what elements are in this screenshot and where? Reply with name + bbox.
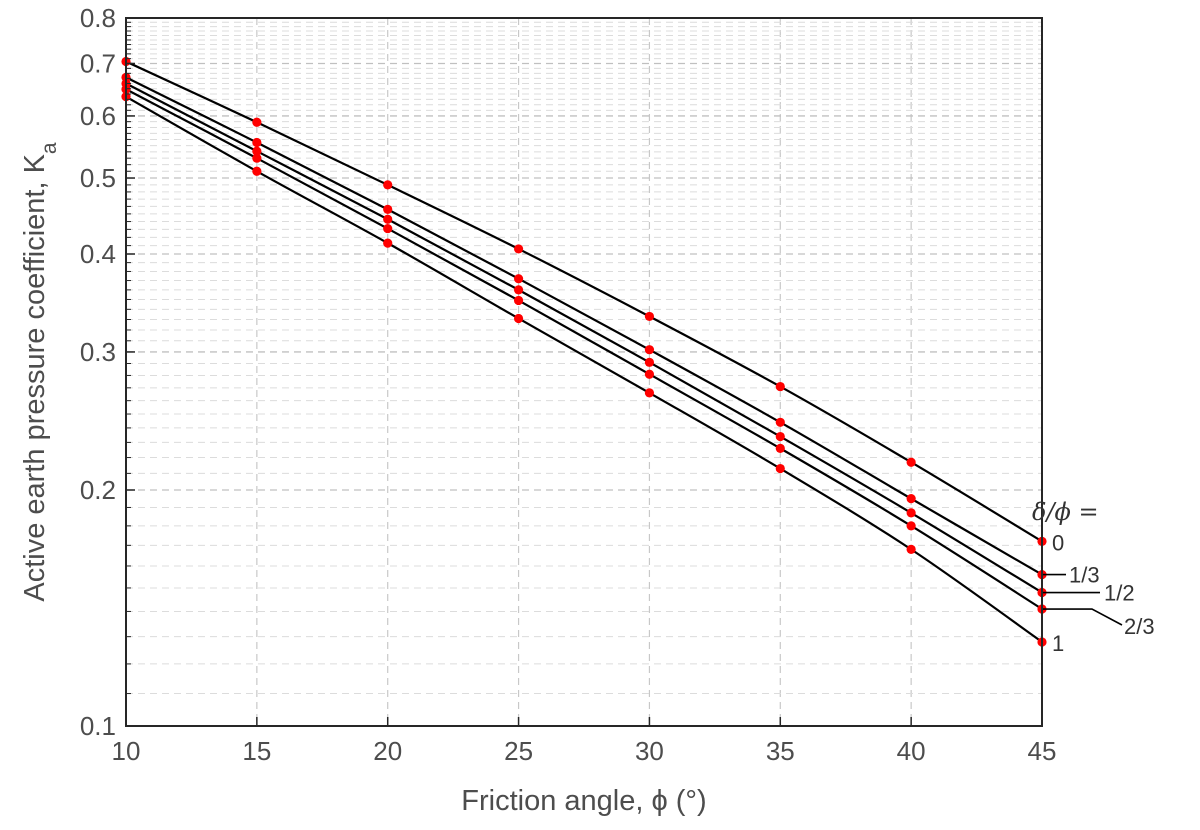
data-point [644, 345, 655, 355]
series-line-2 [125, 82, 1043, 594]
data-point [252, 117, 262, 127]
data-point [383, 238, 393, 248]
data-point [252, 137, 262, 148]
series-leader-line [1042, 608, 1123, 626]
x-tick-label: 40 [897, 736, 926, 766]
series-line-4 [125, 95, 1043, 643]
series-label: 1 [1052, 631, 1064, 656]
y-axis-title-main: Active earth pressure coefficient, K [19, 153, 51, 601]
data-point [383, 214, 393, 224]
y-tick-label: 0.7 [80, 48, 116, 78]
data-point [906, 521, 916, 531]
data-point [383, 204, 393, 214]
y-axis-title: Active earth pressure coefficient, Ka [19, 142, 61, 602]
data-points [121, 56, 1047, 647]
y-tick-label: 0.1 [80, 711, 116, 741]
data-point [383, 180, 393, 190]
data-point [644, 388, 655, 398]
data-point [906, 494, 916, 504]
legend-title: δ/ϕ = [1032, 498, 1099, 526]
grid [126, 18, 1042, 726]
data-point [906, 508, 916, 518]
y-tick-label: 0.6 [80, 101, 116, 131]
y-tick-label: 0.3 [80, 337, 116, 367]
data-point [775, 443, 785, 453]
data-point [906, 544, 916, 554]
data-point [775, 431, 785, 442]
x-tick-label: 10 [112, 736, 141, 766]
series-label: 0 [1052, 530, 1064, 555]
data-point [383, 223, 393, 234]
data-point [513, 285, 524, 295]
series-line-3 [125, 88, 1043, 610]
series-label: 1/2 [1104, 581, 1135, 606]
series-label: 2/3 [1124, 614, 1155, 639]
y-tick-label: 0.2 [80, 475, 116, 505]
data-point [252, 153, 262, 163]
y-tick-label: 0.5 [80, 163, 116, 193]
data-point [644, 357, 655, 367]
data-point [513, 295, 524, 306]
data-point [644, 311, 655, 322]
y-tick-label: 0.4 [80, 239, 116, 269]
x-tick-label: 25 [504, 736, 533, 766]
y-tick-label: 0.8 [80, 3, 116, 33]
series-line-0 [125, 60, 1043, 543]
data-point [775, 463, 785, 474]
data-point [644, 369, 655, 379]
data-point [513, 244, 524, 254]
plot-frame [125, 17, 1043, 727]
series-labels: 01/31/2 2/3 1 [1052, 530, 1155, 656]
x-tick-label: 15 [242, 736, 271, 766]
y-axis-title-subscript: a [38, 142, 61, 154]
x-tick-label: 20 [373, 736, 402, 766]
axis-ticks: 10 15 20 25 30 35 40 45 0.1 0.2 0.3 0.4 0.5 0.6 0.7 0.8 [80, 3, 1057, 766]
data-point [775, 417, 785, 427]
series-leader-lines [1042, 573, 1123, 626]
x-tick-label: 30 [635, 736, 664, 766]
x-tick-label: 35 [766, 736, 795, 766]
x-tick-label: 45 [1028, 736, 1057, 766]
data-point [513, 313, 524, 324]
data-point [906, 457, 916, 467]
series-label: 1/3 [1069, 563, 1100, 588]
series-lines [125, 60, 1043, 643]
x-axis-title: Friction angle, ϕ (°) [461, 785, 706, 817]
series-line-1 [125, 76, 1043, 576]
data-point [252, 166, 262, 176]
data-point [775, 381, 785, 392]
data-point [513, 274, 524, 284]
data-point [252, 146, 262, 156]
